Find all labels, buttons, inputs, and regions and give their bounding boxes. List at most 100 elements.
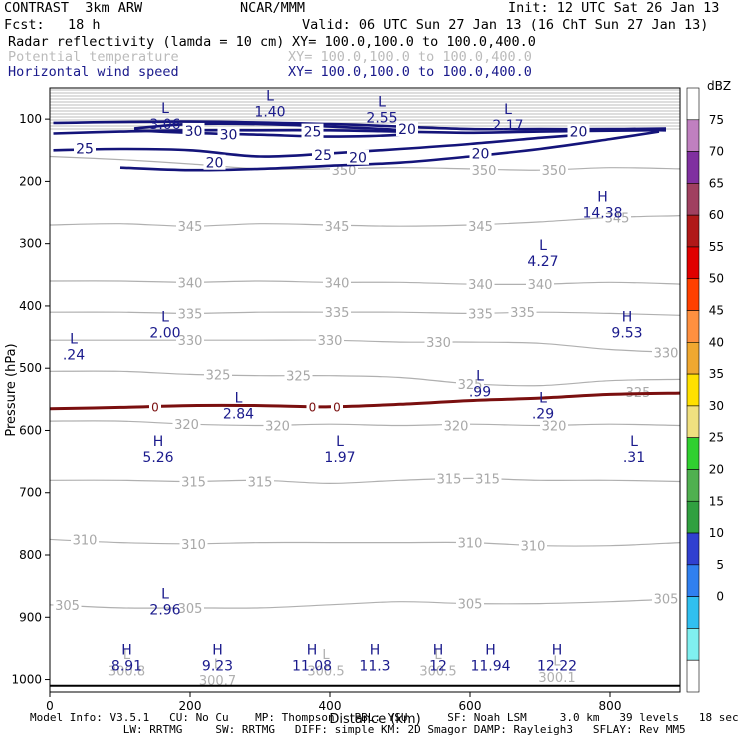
colorbar-segment [686, 469, 700, 502]
wind-label-30: 30 [185, 124, 203, 140]
extremum-marker-L: L [378, 95, 386, 111]
colorbar-label: 35 [709, 367, 724, 381]
theta-label-bg [179, 473, 208, 489]
colorbar-label: 25 [709, 431, 724, 445]
theta-label-335: 335 [468, 307, 493, 322]
extremum-value: .29 [532, 406, 554, 422]
y-axis-label: Pressure (hPa) [4, 343, 19, 436]
colorbar-label: 15 [709, 494, 724, 508]
y-tick-label: 800 [19, 548, 42, 562]
extremum-value: 2.84 [223, 406, 254, 422]
extremum-value: 14.38 [582, 205, 622, 221]
theta-label-bg [470, 162, 498, 178]
wind-label-bg [217, 126, 240, 142]
colorbar-label: 70 [709, 145, 724, 159]
theta-contour-335 [49, 311, 681, 316]
wind-label-20: 20 [472, 146, 490, 162]
colorbar-label: 75 [709, 113, 724, 127]
theta-label-315: 315 [248, 476, 273, 491]
extremum-value: 11.08 [292, 659, 332, 675]
theta-label-350: 350 [332, 164, 357, 179]
extremum-marker-L: L [161, 101, 169, 117]
colorbar-segment [686, 278, 700, 311]
surface-theta-label: 300.8 [108, 665, 145, 680]
y-tick-label: 700 [19, 486, 42, 500]
theta-label-bg [176, 599, 204, 615]
y-tick-label: 100 [19, 112, 42, 126]
extremum-marker-L: L [539, 238, 547, 254]
theta-label-bg [466, 276, 495, 292]
wind-contours: 30 30 25 25 25 20 20 20 20 20 [53, 120, 667, 172]
y-tick-label: 900 [19, 610, 42, 624]
extremum-value: 2.55 [366, 111, 397, 127]
theta-label-bg [435, 470, 463, 486]
extremum-marker-L: L [630, 434, 638, 450]
theta-label-350: 350 [542, 164, 567, 179]
theta-label-bg [323, 274, 351, 290]
theta-label-345: 345 [325, 220, 350, 235]
colorbar-title: dBZ [707, 79, 731, 93]
theta-label-325: 325 [206, 368, 231, 383]
extremum-value: 4.27 [527, 254, 558, 270]
colorbar-label: 10 [709, 526, 724, 540]
extremum-marker-H: H [212, 643, 223, 659]
surface-low-marker: L [123, 648, 131, 663]
theta-label-305: 305 [178, 602, 203, 617]
colorbar-label: 20 [709, 462, 724, 476]
surface-theta-label: 300.5 [419, 665, 456, 680]
extremum-value: 11.3 [359, 659, 390, 675]
theta-label-345: 345 [468, 220, 493, 235]
extremum-marker-H: H [433, 643, 444, 659]
extremum-marker-L: L [504, 102, 512, 118]
theta-label-325: 325 [286, 370, 311, 385]
extremum-value: 1.40 [254, 104, 285, 120]
surface-low-marker: L [214, 657, 222, 672]
freezing-label: 0 [333, 400, 341, 414]
theta-label-bg [424, 334, 453, 350]
theta-label-330: 330 [178, 334, 203, 349]
field-wind-xy: XY= 100.0,100.0 to 100.0,400.0 [288, 64, 532, 80]
theta-label-bg [179, 535, 208, 551]
extrema-labels: L1.40L2.55L3.06L2.17H14.38L4.27L2.00H9.5… [63, 88, 645, 674]
wind-label-20: 20 [206, 156, 224, 172]
theta-label-320: 320 [174, 418, 199, 433]
center-name: NCAR/MMM [240, 0, 306, 16]
theta-label-bg [53, 596, 82, 612]
theta-label-bg [540, 162, 568, 178]
extremum-value: 9.23 [202, 659, 233, 675]
extremum-value: .99 [469, 385, 491, 401]
freezing-level-line [49, 391, 681, 411]
colorbar-segment [686, 119, 700, 152]
model-title: CONTRAST 3km ARW [4, 0, 143, 16]
extremum-value: 3.06 [149, 117, 180, 133]
extremum-value: 8.91 [111, 659, 142, 675]
wind-label-20: 20 [570, 125, 588, 141]
field-wind-name: Horizontal wind speed [8, 64, 179, 80]
footer-line1: Model Info: V3.5.1 CU: No Cu MP: Thompso… [30, 711, 739, 724]
freezing-level: 0 0 0 [49, 391, 681, 414]
theta-label-bg [316, 332, 344, 348]
extremum-marker-H: H [153, 434, 164, 450]
theta-label-340: 340 [178, 276, 203, 291]
theta-label-350: 350 [472, 164, 497, 179]
wind-label-bg [469, 145, 492, 161]
theta-contour-340 [49, 280, 681, 285]
theta-label-330: 330 [318, 334, 343, 349]
wind-label-bg [396, 121, 418, 137]
field-reflectivity-name: Radar reflectivity (lamda = 10 cm) [8, 34, 285, 50]
colorbar-segment [686, 183, 700, 216]
extremum-marker-L: L [161, 587, 169, 603]
theta-label-bg [508, 304, 537, 320]
surface-theta-label: 300.5 [307, 665, 344, 680]
wind-label-bg [74, 140, 96, 156]
y-tick-label: 200 [19, 174, 42, 188]
x-tick-label: 800 [599, 699, 622, 713]
wind-label-20: 20 [398, 122, 416, 138]
wind-contour-20-lower [119, 130, 660, 172]
theta-label-320: 320 [542, 419, 567, 434]
wind-label-bg [567, 123, 590, 139]
theta-label-315: 315 [475, 472, 500, 487]
theta-contour-315 [49, 477, 681, 485]
